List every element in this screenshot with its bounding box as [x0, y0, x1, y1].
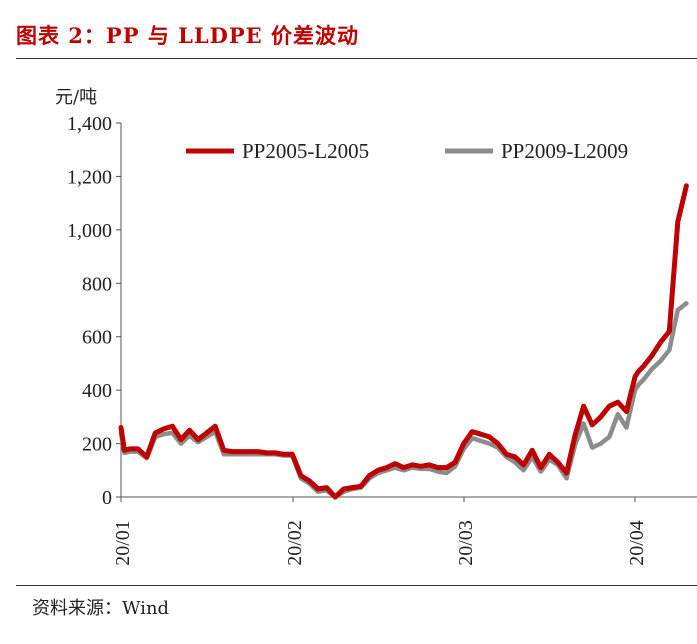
y-tick-label: 800	[82, 273, 112, 295]
title-divider	[16, 58, 697, 59]
source-note: 资料来源：Wind	[32, 598, 170, 619]
y-axis-unit-label: 元/吨	[55, 87, 97, 108]
y-tick-labels: 0 200 400 600 800 1,000 1,200 1,400	[67, 113, 112, 509]
y-tick-label: 600	[82, 327, 112, 349]
y-tick-label: 0	[102, 487, 112, 509]
legend: PP2005-L2005 PP2009-L2009	[186, 139, 628, 163]
x-tick-labels: 20/01 20/02 20/03 20/04	[112, 520, 648, 566]
axes	[116, 122, 697, 502]
series-line-1	[118, 183, 689, 500]
y-tick-label: 200	[82, 434, 112, 456]
x-tick-label: 20/02	[284, 520, 306, 566]
x-tick-label: 20/01	[112, 520, 134, 566]
source-divider	[16, 585, 697, 586]
y-tick-label: 1,200	[67, 166, 112, 188]
y-tick-label: 400	[82, 380, 112, 402]
legend-label-1: PP2005-L2005	[242, 139, 369, 163]
chart-title: 图表 2：PP 与 LLDPE 价差波动	[16, 23, 359, 48]
y-tick-label: 1,000	[67, 220, 112, 242]
series-line-2	[118, 301, 689, 500]
x-tick-label: 20/04	[626, 520, 648, 566]
legend-label-2: PP2009-L2009	[501, 139, 628, 163]
series-lines	[118, 183, 689, 500]
x-tick-label: 20/03	[455, 520, 477, 566]
y-tick-label: 1,400	[67, 113, 112, 135]
